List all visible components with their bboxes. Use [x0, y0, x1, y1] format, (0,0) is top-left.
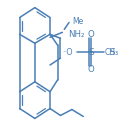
Text: CH₃: CH₃ [105, 48, 119, 57]
Text: NH₂: NH₂ [68, 30, 85, 39]
Text: S: S [109, 48, 114, 57]
Text: O: O [87, 65, 94, 74]
Text: O: O [87, 30, 94, 39]
Text: Me: Me [72, 17, 83, 26]
Text: S: S [88, 48, 94, 57]
Text: ⁻O: ⁻O [62, 48, 73, 57]
